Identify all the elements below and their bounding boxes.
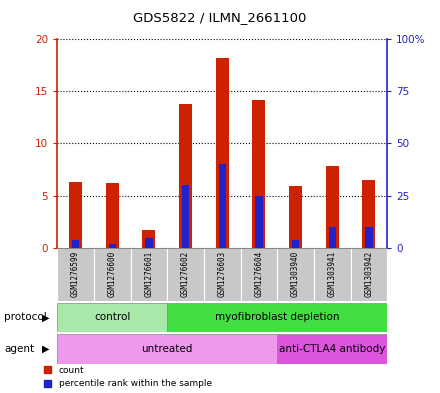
Bar	[179, 104, 192, 248]
Bar	[219, 164, 226, 248]
Bar	[145, 238, 153, 248]
Text: ▶: ▶	[42, 344, 50, 354]
Bar	[351, 248, 387, 301]
Text: GDS5822 / ILMN_2661100: GDS5822 / ILMN_2661100	[133, 11, 307, 24]
Bar	[289, 186, 302, 248]
Text: GSM1276599: GSM1276599	[71, 251, 80, 297]
Bar	[216, 58, 229, 248]
Bar	[106, 183, 119, 248]
Text: GSM1276603: GSM1276603	[218, 251, 227, 297]
Text: GSM1276601: GSM1276601	[144, 251, 154, 297]
Text: GSM1303940: GSM1303940	[291, 251, 300, 297]
Bar	[69, 182, 82, 248]
Bar	[314, 248, 351, 301]
Text: GSM1276604: GSM1276604	[254, 251, 264, 297]
Bar	[204, 248, 241, 301]
Bar	[255, 195, 263, 248]
Text: GSM1303941: GSM1303941	[328, 251, 337, 297]
Bar	[57, 248, 94, 301]
Bar	[94, 248, 131, 301]
Text: GSM1303942: GSM1303942	[364, 251, 374, 297]
Text: control: control	[94, 312, 130, 322]
Bar	[57, 303, 167, 332]
Text: protocol: protocol	[4, 312, 47, 322]
Bar	[182, 185, 189, 248]
Bar	[131, 248, 167, 301]
Bar	[277, 248, 314, 301]
Bar	[109, 244, 116, 248]
Text: myofibroblast depletion: myofibroblast depletion	[215, 312, 339, 322]
Bar	[329, 227, 336, 248]
Bar	[277, 334, 387, 364]
Text: ▶: ▶	[42, 312, 50, 322]
Text: anti-CTLA4 antibody: anti-CTLA4 antibody	[279, 344, 385, 354]
Legend: count, percentile rank within the sample: count, percentile rank within the sample	[44, 366, 212, 389]
Bar	[167, 303, 387, 332]
Bar	[365, 227, 373, 248]
Bar	[363, 180, 375, 248]
Bar	[143, 230, 155, 248]
Text: GSM1276600: GSM1276600	[108, 251, 117, 297]
Bar	[57, 334, 277, 364]
Bar	[326, 166, 339, 248]
Text: GSM1276602: GSM1276602	[181, 251, 190, 297]
Bar	[292, 240, 299, 248]
Bar	[241, 248, 277, 301]
Bar	[72, 240, 79, 248]
Text: agent: agent	[4, 344, 34, 354]
Bar	[167, 248, 204, 301]
Text: untreated: untreated	[142, 344, 193, 354]
Bar	[253, 100, 265, 248]
